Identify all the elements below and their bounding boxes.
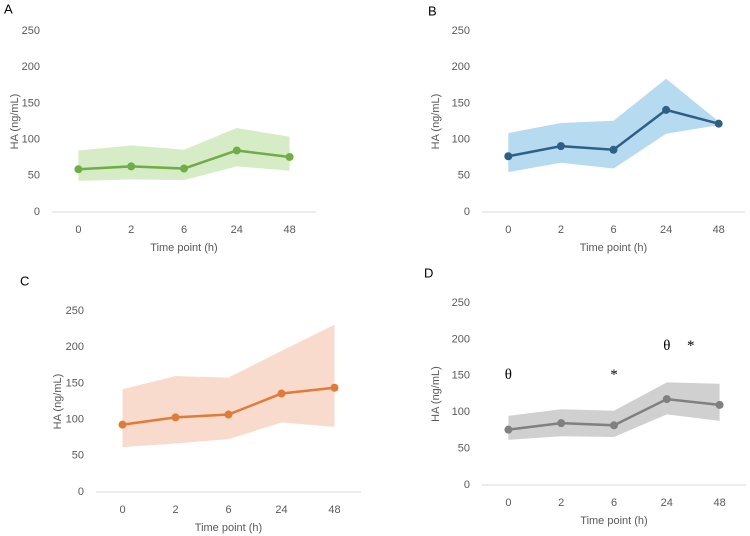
- x-tick-label: 6: [610, 224, 616, 236]
- annotation: *: [610, 367, 618, 383]
- y-tick-label: 100: [452, 406, 470, 418]
- point: [504, 425, 513, 434]
- y-axis-title: HA (ng/mL): [430, 366, 442, 422]
- x-tick-label: 24: [275, 504, 287, 516]
- x-tick-label: 24: [661, 497, 673, 509]
- point: [74, 165, 83, 174]
- y-tick-label: 200: [452, 333, 470, 345]
- y-tick-label: 250: [22, 25, 40, 37]
- annotation: *: [687, 338, 695, 354]
- panel-label: A: [4, 1, 13, 16]
- y-tick-label: 0: [464, 206, 470, 218]
- x-axis-title: Time point (h): [580, 515, 647, 527]
- point: [609, 145, 618, 154]
- y-tick-label: 50: [28, 170, 40, 182]
- x-tick-label: 6: [225, 504, 231, 516]
- annotation: θ: [663, 338, 670, 354]
- x-tick-label: 48: [283, 224, 295, 236]
- point: [232, 146, 241, 155]
- x-tick-label: 6: [611, 497, 617, 509]
- y-tick-label: 250: [452, 25, 470, 37]
- y-tick-label: 150: [452, 370, 470, 382]
- y-tick-label: 200: [66, 341, 84, 353]
- point: [285, 152, 294, 161]
- x-tick-label: 0: [505, 497, 511, 509]
- y-tick-label: 150: [452, 97, 470, 109]
- point: [556, 142, 565, 151]
- x-axis-title: Time point (h): [580, 242, 647, 254]
- x-tick-label: 2: [128, 224, 134, 236]
- y-tick-label: 150: [66, 377, 84, 389]
- y-tick-label: 0: [78, 486, 84, 498]
- band: [78, 128, 290, 181]
- y-tick-label: 50: [72, 450, 84, 462]
- point: [180, 164, 188, 173]
- band: [508, 78, 719, 173]
- point: [504, 152, 513, 161]
- point: [277, 389, 286, 398]
- y-axis-title: HA (ng/mL): [430, 94, 442, 150]
- y-tick-label: 100: [66, 414, 84, 426]
- x-tick-label: 2: [172, 504, 178, 516]
- y-tick-label: 0: [34, 206, 40, 218]
- point: [715, 400, 724, 409]
- y-tick-label: 200: [452, 61, 470, 73]
- x-tick-label: 48: [713, 224, 725, 236]
- x-tick-label: 48: [328, 504, 340, 516]
- y-tick-label: 250: [452, 297, 470, 309]
- x-tick-label: 2: [558, 497, 564, 509]
- band: [508, 382, 720, 440]
- x-tick-label: 0: [75, 224, 81, 236]
- x-axis-title: Time point (h): [150, 242, 217, 254]
- y-tick-label: 200: [22, 61, 40, 73]
- y-tick-label: 50: [458, 443, 470, 455]
- panel-label: B: [428, 3, 437, 18]
- x-axis-title: Time point (h): [195, 522, 262, 534]
- point: [662, 105, 671, 114]
- point: [557, 419, 566, 428]
- annotation: θ: [505, 367, 512, 383]
- panel-label: C: [20, 273, 29, 288]
- x-tick-label: 0: [119, 504, 125, 516]
- y-tick-label: 150: [22, 97, 40, 109]
- x-tick-label: 24: [231, 224, 243, 236]
- x-tick-label: 6: [181, 224, 187, 236]
- y-axis-title: HA (ng/mL): [52, 374, 64, 430]
- x-tick-label: 24: [660, 224, 672, 236]
- y-tick-label: 100: [452, 134, 470, 146]
- band: [122, 324, 335, 448]
- point: [127, 162, 136, 171]
- point: [330, 383, 339, 392]
- point: [610, 421, 618, 430]
- x-tick-label: 48: [713, 497, 725, 509]
- point: [171, 413, 180, 422]
- y-tick-label: 100: [22, 134, 40, 146]
- y-tick-label: 50: [458, 170, 470, 182]
- x-tick-label: 2: [558, 224, 564, 236]
- y-tick-label: 0: [464, 479, 470, 491]
- panel-label: D: [424, 265, 433, 280]
- x-tick-label: 0: [505, 224, 511, 236]
- y-tick-label: 250: [66, 305, 84, 317]
- y-axis-title: HA (ng/mL): [9, 94, 21, 150]
- point: [224, 410, 233, 419]
- point: [118, 420, 127, 429]
- point: [662, 395, 671, 404]
- point: [714, 119, 723, 128]
